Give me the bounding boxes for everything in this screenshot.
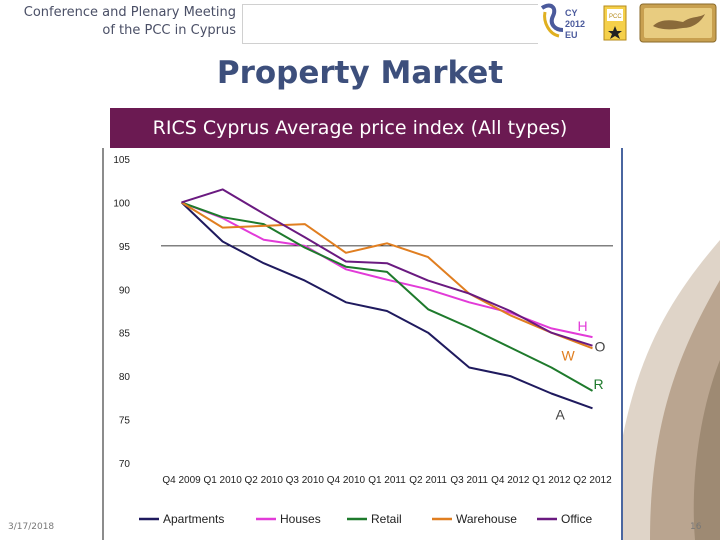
cy2012-logo-icon: CY 2012 EU [540,3,585,40]
y-tick-label: 80 [119,372,131,383]
legend-label-office: Office [561,512,592,526]
svg-text:2012: 2012 [565,19,585,29]
header-line-1: Conference and Plenary Meeting [23,5,236,20]
y-tick-label: 85 [119,329,131,340]
background-swirl-decoration [610,240,720,540]
conference-header: Conference and Plenary Meeting of the PC… [24,4,236,40]
page-number: 16 [690,522,702,532]
slide-title: Property Market [216,55,504,91]
series-line-office [181,188,593,347]
legend-label-warehouse: Warehouse [456,512,517,526]
annotation-o: O [594,339,605,355]
footer-date: 3/17/2018 [8,522,55,532]
y-tick-label: 75 [119,416,131,427]
svg-text:EU: EU [565,30,578,40]
legend-label-apartments: Apartments [163,512,224,526]
svg-text:CY: CY [565,8,578,18]
y-tick-label: 100 [113,198,130,209]
x-tick-label: Q1 2012 [532,475,571,486]
x-tick-label: Q3 2010 [286,475,325,486]
y-tick-label: 95 [119,242,131,253]
legend-label-retail: Retail [371,512,402,526]
x-tick-label: Q1 2011 [368,475,406,486]
x-tick-label: Q3 2011 [450,475,488,486]
logos-area: CY 2012 EU PCC [540,3,717,43]
annotation-a: A [555,406,565,422]
x-tick-label: Q2 2010 [245,475,284,486]
y-tick-label: 70 [119,459,131,470]
legend-label-houses: Houses [280,512,321,526]
chart-title-banner: RICS Cyprus Average price index (All typ… [110,108,610,152]
y-tick-label: 105 [113,155,130,166]
annotation-r: R [593,376,603,392]
x-tick-label: Q2 2012 [573,475,612,486]
y-tick-label: 90 [119,285,131,296]
pcc-badge-icon: PCC [603,5,627,41]
svg-text:PCC: PCC [609,14,622,20]
x-tick-label: Q1 2010 [203,475,242,486]
header-line-2: of the PCC in Cyprus [102,23,236,38]
series-line-houses [181,201,593,339]
annotation-h: H [577,318,587,334]
chart-panel: 105 100 95 90 85 80 75 70 Q4 2009 Q1 2010 Q2 2010 Q… [102,148,623,540]
cyprus-map-emblem-icon [639,3,717,43]
annotation-w: W [561,347,575,363]
x-tick-label: Q2 2011 [409,475,447,486]
x-tick-label: Q4 2012 [491,475,530,486]
series-line-apartments [180,201,593,410]
x-tick-label: Q4 2009 [162,475,201,486]
x-tick-label: Q4 2010 [327,475,366,486]
series-line-warehouse [180,201,593,350]
header-divider-box [242,4,538,44]
series-line-retail [181,201,593,392]
